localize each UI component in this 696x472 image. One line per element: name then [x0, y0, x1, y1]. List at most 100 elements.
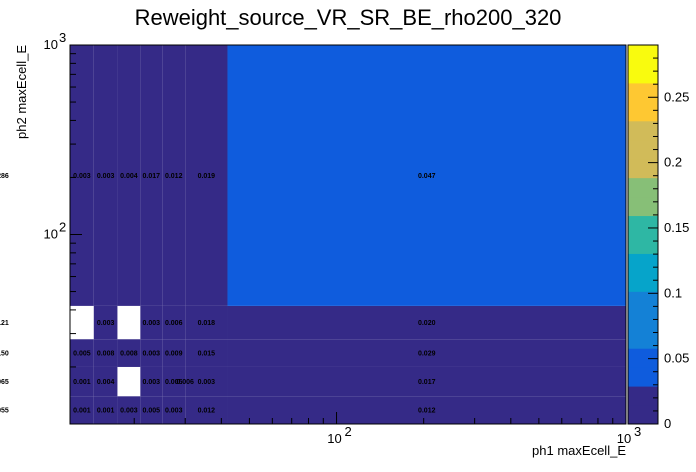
colorbar-segment [628, 101, 658, 122]
heatmap-cell-1-4 [93, 45, 118, 306]
heatmap-cell-4-3 [162, 305, 186, 340]
heatmap-cell-5-1 [185, 366, 228, 397]
heatmap-cell-label: 0.001 [73, 379, 91, 386]
heatmap-cell-label: 0.065 [0, 379, 9, 386]
y-axis-label: ph2 maxEcell_E [14, 45, 29, 139]
heatmap-cell-labels: 0.001 0.001 0.003 0.005 0.003 0.012 0.012 0.055… [0, 173, 436, 415]
heatmap-cell-label: 0.019 [198, 173, 216, 180]
heatmap-cell-label: 0.017 [418, 379, 436, 386]
heatmap-cell-5-4 [185, 45, 228, 306]
heatmap-cell-label: 0.003 [97, 173, 115, 180]
heatmap-cell-label: 0.012 [165, 173, 183, 180]
heatmap-cell-0-0 [70, 396, 94, 424]
heatmap-cell-6-0 [227, 396, 626, 424]
heatmap-cell-label: 0.006 [176, 379, 194, 386]
colorbar-segment [628, 196, 658, 217]
heatmap-cell-label: 0.055 [0, 408, 9, 415]
heatmap-cell-4-4 [162, 45, 186, 306]
colorbar-segment [628, 367, 658, 387]
heatmap-cell-2-0 [117, 396, 141, 424]
heatmap-cell-label: 0.029 [418, 351, 436, 358]
colorbar-segment [628, 158, 658, 179]
colorbar-tick-label: 0.2 [664, 155, 682, 170]
heatmap-cell-label: 0.003 [120, 408, 138, 415]
heatmap-cell-1-1 [93, 366, 118, 397]
heatmap-cell-label: 0.017 [143, 173, 161, 180]
colorbar-segment [628, 348, 658, 368]
heatmap-cell-0-2 [70, 339, 94, 367]
heatmap-cell-6-2 [227, 339, 626, 367]
heatmap-cell-6-3 [227, 305, 626, 340]
heatmap-cell-1-0 [93, 396, 118, 424]
colorbar-segment [628, 177, 658, 198]
heatmap-cell-label: 0.003 [198, 379, 216, 386]
colorbar-segment [628, 291, 658, 311]
heatmap-cell-1-2 [93, 339, 118, 367]
x-axis-label: ph1 maxEcell_E [532, 443, 626, 458]
heatmap-cell-label: 0.047 [418, 173, 436, 180]
heatmap-cell-label: 0.009 [165, 351, 183, 358]
heatmap-cell-label: 0.121 [0, 320, 9, 327]
heatmap-cell-6-1 [227, 366, 626, 397]
heatmap-cell-label: 0.003 [143, 379, 161, 386]
heatmap-cell-3-2 [140, 339, 163, 367]
colorbar-segment [628, 45, 658, 65]
colorbar-segment [628, 310, 658, 330]
x-tick-exponent: 3 [634, 424, 641, 439]
x-tick-exponent: 2 [345, 424, 352, 439]
heatmap-cell-label: 0.150 [0, 351, 9, 358]
colorbar: 0 0.05 0.1 0.15 0.2 0.25 [627, 44, 689, 431]
heatmap-cell-label: 0.012 [418, 408, 436, 415]
heatmap-cells [70, 45, 626, 424]
heatmap-cell-3-4 [140, 45, 163, 306]
colorbar-segment [628, 234, 658, 254]
colorbar-segment [628, 386, 658, 406]
heatmap-cell-6-4 [227, 45, 626, 306]
heatmap-cell-label: 0.020 [418, 320, 436, 327]
heatmap-cell-label: 0.003 [73, 173, 91, 180]
heatmap-cell-label: 0.012 [198, 408, 216, 415]
colorbar-segment [628, 63, 658, 84]
colorbar-segment [628, 82, 658, 103]
heatmap-cell-label: 0.003 [143, 351, 161, 358]
heatmap-cell-label: 0.004 [120, 173, 138, 180]
heatmap-cell-label: 0.001 [73, 408, 91, 415]
heatmap-cell-0-4 [70, 45, 94, 306]
heatmap-cell-label: 0.005 [165, 379, 183, 386]
heatmap-cell-4-1 [162, 366, 186, 397]
heatmap-cell-label: 0.008 [120, 351, 138, 358]
heatmap-cell-3-1 [140, 366, 163, 397]
colorbar-segment [628, 253, 658, 273]
y-tick-exponent: 2 [59, 220, 66, 235]
heatmap-cell-label: 0.018 [198, 320, 216, 327]
heatmap-cell-label: 0.003 [165, 408, 183, 415]
heatmap-cell-3-3 [140, 305, 163, 340]
axes: 10 2 10 310 210 3 [44, 30, 642, 446]
y-tick-label: 10 [44, 37, 58, 52]
colorbar-tick-label: 0.15 [664, 220, 689, 235]
colorbar-segment [628, 405, 658, 425]
y-tick-exponent: 3 [59, 30, 66, 45]
heatmap-cell-label: 0.008 [97, 351, 115, 358]
colorbar-segment [628, 120, 658, 141]
x-tick-label: 10 [327, 431, 341, 446]
colorbar-tick-label: 0 [664, 416, 671, 431]
heatmap-cell-4-0 [162, 396, 186, 424]
heatmap-cell-label: 0.003 [143, 320, 161, 327]
heatmap-cell-3-0 [140, 396, 163, 424]
colorbar-frame [627, 44, 659, 425]
heatmap-cell-0-1 [70, 366, 94, 397]
colorbar-tick-label: 0.05 [664, 351, 689, 366]
x-tick-label: 10 [617, 431, 631, 446]
heatmap-cell-label: 0.006 [165, 320, 183, 327]
colorbar-segment [628, 329, 658, 349]
heatmap-cell-1-3 [93, 305, 118, 340]
heatmap-cell-2-4 [117, 45, 141, 306]
colorbar-segment [628, 139, 658, 160]
heatmap-cell-label: 0.005 [73, 351, 91, 358]
heatmap-cell-label: 0.005 [143, 408, 161, 415]
heatmap-cell-4-2 [162, 339, 186, 367]
colorbar-segment [628, 272, 658, 292]
heatmap-cell-label: 0.004 [97, 379, 115, 386]
